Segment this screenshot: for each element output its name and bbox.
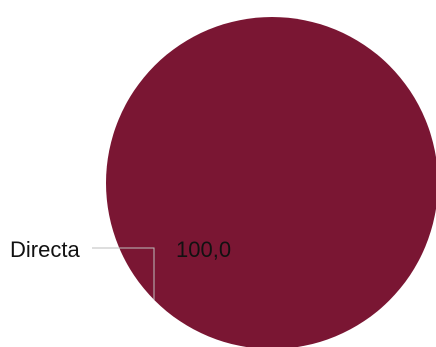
value-label: 100,0 xyxy=(176,237,231,262)
category-label: Directa xyxy=(10,237,80,262)
leader-line xyxy=(92,247,155,300)
pie-slice-directa xyxy=(106,17,436,347)
leader-lines xyxy=(92,247,155,300)
pie-slices xyxy=(106,17,436,347)
pie-labels: Directa 100,0 xyxy=(10,237,231,262)
